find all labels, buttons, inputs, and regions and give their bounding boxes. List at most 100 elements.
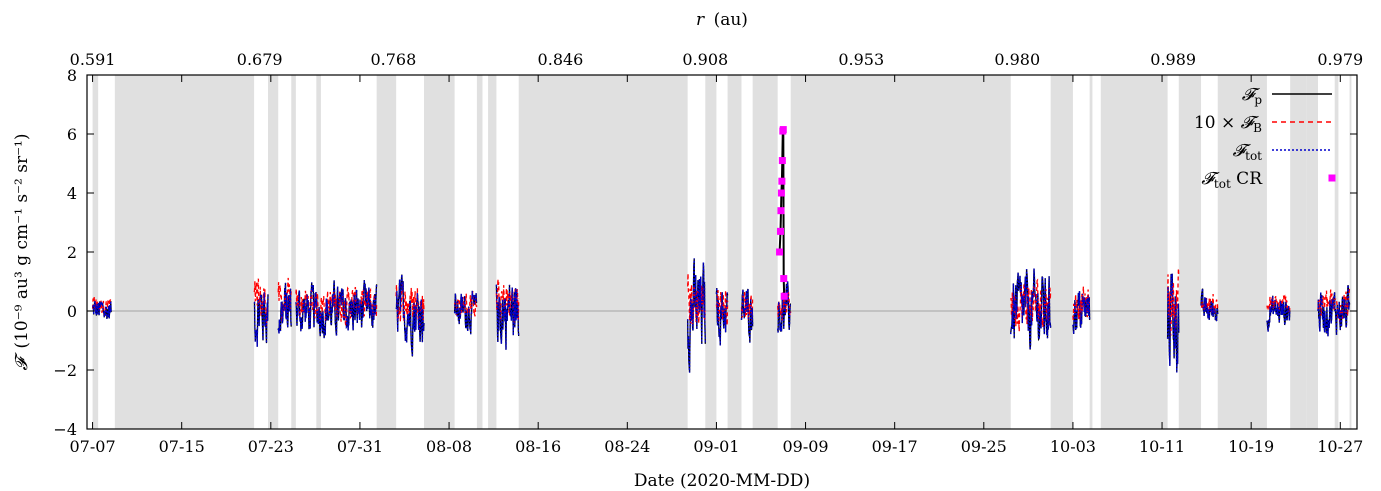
series-FB-line [1200,293,1219,316]
shaded-interval-0 [92,75,99,429]
shaded-interval-5 [376,75,397,429]
cr-point [777,207,785,215]
legend-prefix: 10 × [1194,113,1241,133]
shaded-interval-9 [518,75,688,429]
shaded-interval-4 [316,75,321,429]
y-axis-symbol: 𝓕 [12,352,32,371]
shaded-interval-18 [1217,75,1267,429]
series-FB-line [777,289,792,322]
shaded-interval-10 [705,75,717,429]
x-axis-title: Date (2020-MM-DD) [634,471,810,491]
shaded-interval-11 [727,75,742,429]
cr-point [780,292,788,300]
top-x-tick-label: 0.846 [538,50,584,69]
shaded-interval-3 [291,75,296,429]
shaded-interval-6 [423,75,455,429]
top-x-tick-label: 0.989 [1150,50,1196,69]
y-tick-label: 2 [67,243,77,262]
shaded-interval-12 [752,75,778,429]
cr-point [777,189,785,197]
series-Ftot-line [777,281,792,333]
shaded-interval-17 [1178,75,1202,429]
y-tick-label: 6 [67,125,77,144]
x-tick-label: 10-27 [1317,437,1363,456]
shaded-interval-19 [1290,75,1307,429]
cr-point [776,227,784,235]
series-Ftot-line [453,290,478,335]
y-axis-unit: (10⁻⁹ au³ g cm⁻¹ s⁻² sr⁻¹) [12,133,32,348]
y-tick-label: 0 [67,302,77,321]
x-tick-label: 10-11 [1139,437,1185,456]
shaded-interval-13 [790,75,1011,429]
top-axis-title: r (au) [696,10,748,30]
series-Ftot-line [1072,291,1091,335]
legend-subscript: tot [1214,177,1231,191]
shaded-interval-layer [92,75,1352,429]
top-x-tick-label: 0.908 [682,50,728,69]
shaded-interval-21 [1334,75,1339,429]
x-tick-label: 07-23 [248,437,294,456]
top-axis-unit: (au) [714,10,748,30]
shaded-interval-2 [268,75,279,429]
legend-subscript: B [1253,121,1262,135]
x-tick-label: 09-09 [782,437,828,456]
y-axis-title: 𝓕 (10⁻⁹ au³ g cm⁻¹ s⁻² sr⁻¹) [12,133,32,370]
x-tick-label: 07-07 [70,437,116,456]
x-tick-label: 09-17 [872,437,918,456]
series-Ftot-line [687,258,706,373]
top-x-tick-label: 0.768 [370,50,416,69]
cr-point [780,275,788,283]
x-tick-label: 08-16 [515,437,561,456]
cr-point [776,248,784,256]
cr-points-layer [776,126,788,300]
y-tick-label: 8 [67,66,77,85]
legend-label-FtotCR: 𝓕tot CR [1201,169,1263,191]
series-Fp-cr-line [778,129,786,297]
shaded-interval-8 [488,75,497,429]
y-tick-label: 4 [67,184,77,203]
x-tick-label: 09-25 [961,437,1007,456]
shaded-interval-1 [114,75,255,429]
series-Ftot-line [253,292,269,347]
x-tick-label: 10-19 [1228,437,1274,456]
x-tick-label: 08-24 [604,437,650,456]
legend-subscript: p [1254,93,1262,107]
x-tick-label: 08-08 [426,437,472,456]
top-x-tick-label: 0.953 [838,50,884,69]
series-Ftot-line [1166,273,1180,373]
shaded-interval-20 [1306,75,1319,429]
x-tick-label: 09-01 [693,437,739,456]
top-x-tick-label: 0.591 [70,50,116,69]
series-layer [91,129,1351,373]
cr-point [778,177,786,185]
series-Ftot-line [1010,268,1052,350]
series-Fp-line [395,274,425,357]
legend-subscript: tot [1245,149,1262,163]
axis-layer: 07-07 07-15 07-23 07-31 08-08 08-16 08-24 09-01… [53,50,1363,456]
series-Ftot-line [91,301,112,320]
series-Ftot-line [295,280,378,339]
legend-label-FB: 10 × 𝓕B [1194,113,1262,135]
x-tick-label: 10-03 [1050,437,1096,456]
top-axis-symbol: r [696,10,705,30]
shaded-interval-7 [476,75,483,429]
series-Ftot-line [1200,288,1219,322]
cr-point [778,157,786,165]
top-x-tick-label: 0.979 [1317,50,1363,69]
top-x-tick-label: 0.980 [994,50,1040,69]
series-Ftot-line [495,284,520,350]
cr-point [779,126,787,134]
shaded-interval-16 [1100,75,1168,429]
series-Ftot-line [1317,285,1351,337]
series-Ftot-line [277,282,292,334]
series-FB-line [253,278,269,326]
top-x-tick-label: 0.679 [237,50,283,69]
series-Ftot-line [740,288,754,343]
shaded-interval-14 [1050,75,1073,429]
series-FB-line [1317,286,1351,324]
x-tick-label: 07-15 [159,437,205,456]
series-FB-line [91,293,112,317]
y-tick-label: −2 [53,361,77,380]
series-Ftot-line [715,287,729,346]
